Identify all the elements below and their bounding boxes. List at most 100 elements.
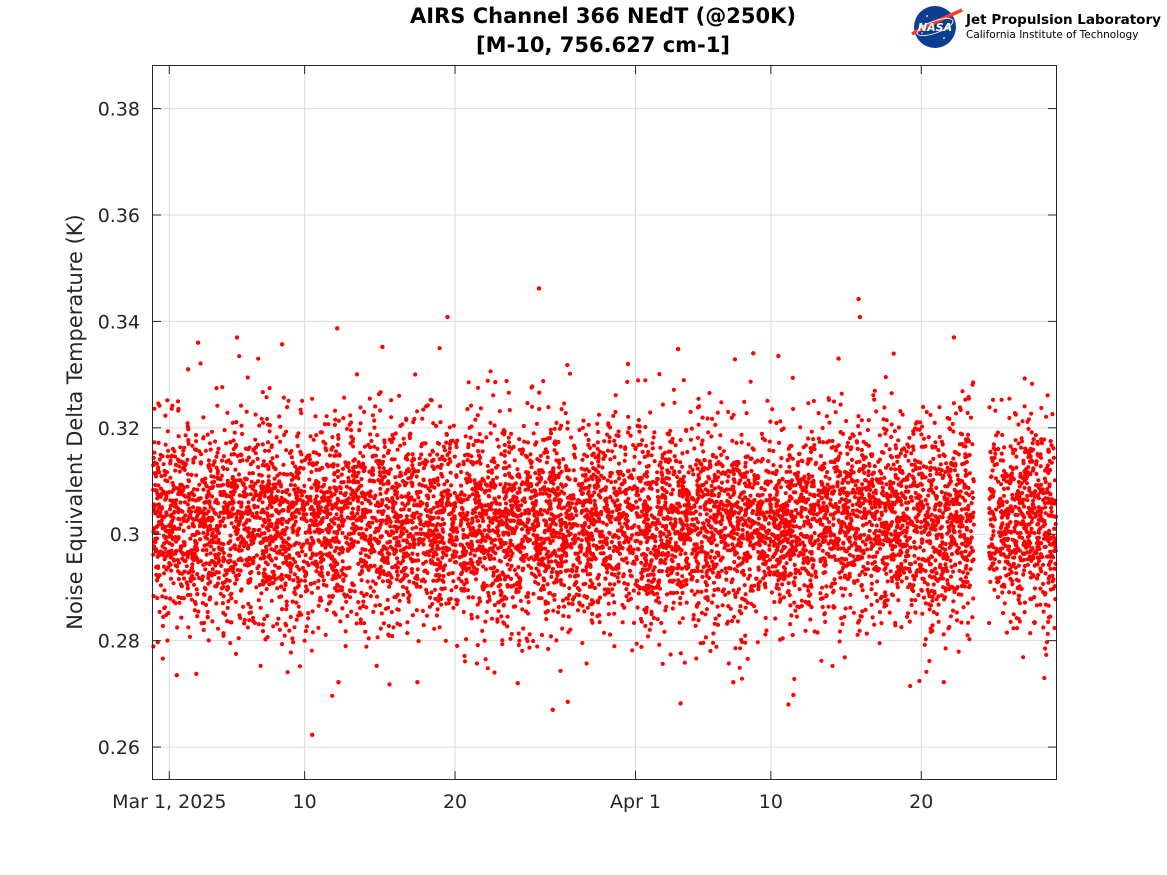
data-point — [804, 489, 809, 494]
data-point — [340, 517, 345, 522]
data-point — [580, 457, 585, 462]
data-point — [336, 523, 341, 528]
data-point — [844, 418, 849, 424]
data-point — [676, 562, 681, 568]
data-point — [627, 591, 632, 596]
data-point — [934, 571, 939, 576]
data-point — [895, 459, 900, 464]
data-point — [851, 554, 856, 559]
data-point — [722, 545, 727, 551]
data-point — [438, 420, 443, 425]
data-point — [351, 497, 356, 502]
data-point — [680, 574, 685, 579]
data-point — [414, 608, 419, 613]
data-point — [715, 410, 720, 415]
data-point — [769, 590, 775, 595]
data-point — [324, 607, 329, 613]
data-point — [916, 556, 921, 561]
data-point — [869, 540, 874, 545]
data-point — [200, 600, 205, 606]
data-point — [461, 527, 466, 533]
data-point — [487, 488, 492, 493]
data-point — [334, 512, 339, 517]
data-point — [331, 462, 336, 467]
data-point — [873, 592, 878, 597]
data-point — [443, 563, 448, 568]
data-point — [289, 455, 294, 460]
data-point — [885, 579, 890, 584]
data-point — [904, 614, 910, 619]
data-point — [908, 683, 913, 689]
data-point — [853, 557, 858, 563]
data-point — [343, 644, 348, 649]
data-point — [715, 604, 720, 609]
data-point — [683, 551, 688, 556]
data-point — [197, 482, 202, 487]
data-point — [905, 548, 910, 553]
data-point — [466, 595, 471, 600]
data-point — [689, 588, 694, 593]
data-point — [278, 439, 283, 444]
data-point — [845, 444, 850, 449]
data-point — [540, 491, 545, 496]
data-point — [592, 498, 597, 503]
data-point — [879, 510, 884, 515]
data-point — [427, 604, 432, 609]
data-point — [246, 601, 251, 607]
data-point — [505, 614, 510, 619]
data-point — [247, 518, 252, 523]
data-point — [1022, 376, 1027, 381]
data-point — [783, 491, 788, 496]
data-point — [943, 491, 948, 496]
data-point — [710, 416, 715, 421]
data-point — [928, 479, 933, 484]
data-point — [696, 472, 701, 477]
data-point — [186, 625, 191, 630]
data-point — [346, 532, 351, 537]
data-point — [345, 426, 350, 431]
data-point — [557, 547, 562, 552]
data-point — [1023, 446, 1028, 451]
data-point — [493, 380, 498, 385]
data-point — [680, 464, 685, 469]
data-point — [503, 473, 508, 478]
data-point — [402, 568, 407, 573]
data-point — [759, 431, 765, 436]
data-point — [1022, 610, 1027, 615]
data-point — [444, 431, 449, 436]
data-point — [342, 395, 347, 400]
data-point — [517, 437, 522, 442]
data-point — [257, 582, 262, 588]
data-point — [595, 421, 600, 426]
data-point — [296, 579, 302, 584]
data-point — [156, 401, 161, 406]
data-point — [359, 568, 364, 574]
data-point — [1007, 548, 1012, 553]
data-point — [231, 446, 236, 452]
data-point — [437, 625, 442, 630]
data-point — [290, 636, 295, 641]
data-point — [643, 424, 648, 430]
data-point — [699, 610, 705, 615]
data-point — [216, 576, 221, 581]
data-point — [537, 572, 542, 577]
data-point — [349, 609, 354, 614]
data-point — [646, 449, 651, 455]
data-point — [604, 540, 609, 545]
data-point — [921, 595, 927, 600]
data-point — [517, 486, 522, 491]
data-point — [434, 423, 439, 429]
data-point — [678, 437, 683, 443]
data-point — [415, 576, 420, 582]
data-point — [493, 551, 498, 556]
data-point — [820, 596, 825, 601]
data-point — [332, 530, 337, 535]
data-point — [462, 653, 467, 659]
data-point — [563, 559, 569, 564]
data-point — [354, 372, 360, 377]
data-point — [1053, 521, 1058, 527]
data-point — [838, 402, 843, 407]
data-point — [612, 455, 617, 460]
data-point — [410, 472, 415, 477]
data-point — [695, 405, 701, 410]
